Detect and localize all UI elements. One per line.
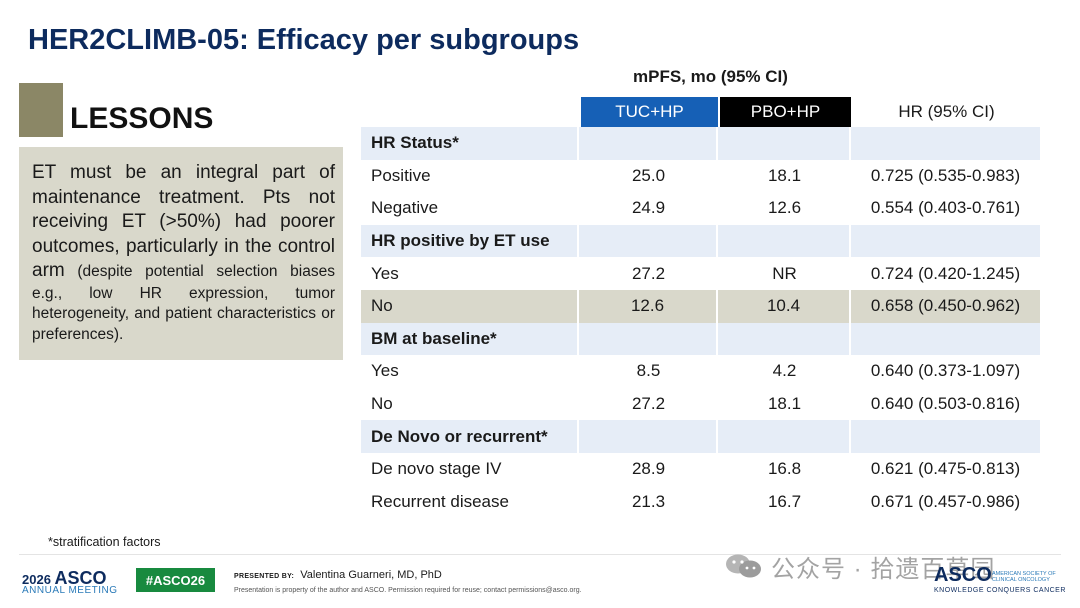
row-label: De Novo or recurrent* (361, 420, 579, 453)
lessons-main-text: ET must be an integral part of maintenan… (32, 162, 335, 281)
row-label: No (361, 289, 579, 323)
hr-value: 0.640 (0.503-0.816) (870, 394, 1021, 414)
meeting-asco: ASCO (54, 568, 107, 588)
tuc-value (579, 322, 718, 356)
hr-value: 0.725 (0.535-0.983) (870, 165, 1021, 185)
pbo-value: 12.6 (767, 198, 802, 218)
pbo-value: 18.1 (767, 165, 802, 185)
presenter-line: PRESENTED BY: Valentina Guarneri, MD, Ph… (234, 569, 442, 581)
footer-divider (19, 554, 1061, 555)
hr-value: 0.554 (0.403-0.761) (870, 198, 1021, 218)
lessons-marker (19, 83, 63, 137)
tuc-value: 28.9 (631, 459, 666, 479)
pbo-value: NR (772, 263, 797, 283)
hashtag-badge: #ASCO26 (136, 568, 215, 592)
pbo-value: 16.7 (767, 491, 802, 511)
row-label: Recurrent disease (371, 491, 509, 511)
tuc-value (579, 224, 718, 258)
asco-tagline: KNOWLEDGE CONQUERS CANCER (934, 587, 1066, 594)
table-row: No 27.2 18.1 0.640 (0.503-0.816) (361, 388, 1040, 421)
hr-value (851, 322, 1040, 356)
row-label: Negative (371, 198, 439, 218)
row-label: HR Status* (361, 127, 579, 160)
hr-value: 0.658 (0.450-0.962) (851, 289, 1040, 323)
tuc-value: 12.6 (579, 289, 718, 323)
hr-value: 0.621 (0.475-0.813) (870, 459, 1021, 479)
pbo-value (718, 322, 851, 356)
hr-value (851, 224, 1040, 258)
table-row: Yes 27.2 NR 0.724 (0.420-1.245) (361, 257, 1040, 290)
row-label: Positive (371, 165, 431, 185)
table-row: Negative 24.9 12.6 0.554 (0.403-0.761) (361, 192, 1040, 225)
table-row: Recurrent disease 21.3 16.7 0.671 (0.457-0.… (361, 486, 1040, 519)
wechat-icon (726, 554, 761, 578)
table-row: No 12.6 10.4 0.658 (0.450-0.962) (361, 289, 1040, 323)
section-row: BM at baseline* (361, 322, 1040, 356)
pbo-value (718, 224, 851, 258)
meeting-label: ANNUAL MEETING (22, 585, 118, 596)
pbo-value (718, 127, 851, 160)
pbo-value: 10.4 (718, 289, 851, 323)
table-header: mPFS, mo (95% CI) (633, 67, 788, 86)
table-row: Positive 25.0 18.1 0.725 (0.535-0.983) (361, 160, 1040, 193)
lessons-small-text: (despite potential selection biases e.g.… (32, 263, 335, 343)
tuc-value: 27.2 (631, 263, 666, 283)
lessons-box: ET must be an integral part of maintenan… (19, 147, 343, 360)
column-header-hr: HR (95% CI) (898, 102, 995, 121)
footnote: *stratification factors (48, 535, 161, 549)
tuc-value: 8.5 (636, 361, 661, 381)
column-header-tuc: TUC+HP (581, 97, 718, 127)
disclaimer: Presentation is property of the author a… (234, 587, 582, 594)
pbo-value: 18.1 (767, 394, 802, 414)
efficacy-table: HR Status* Positive 25.0 18.1 0.725 (0.535-0… (361, 127, 1040, 518)
pbo-value: 4.2 (772, 361, 797, 381)
lessons-heading: LESSONS (70, 102, 214, 135)
presented-by-label: PRESENTED BY: (234, 573, 295, 580)
tuc-value: 25.0 (631, 165, 666, 185)
tuc-value (579, 127, 718, 160)
meeting-year: 2026 (22, 572, 51, 587)
section-row: HR Status* (361, 127, 1040, 160)
row-label: Yes (371, 263, 399, 283)
presenter-name: Valentina Guarneri, MD, PhD (300, 569, 442, 581)
row-label: De novo stage IV (371, 459, 502, 479)
asco-brand-subtitle: AMERICAN SOCIETY OF CLINICAL ONCOLOGY (992, 571, 1056, 583)
tuc-value: 27.2 (631, 394, 666, 414)
slide-title: HER2CLIMB-05: Efficacy per subgroups (28, 24, 580, 56)
hr-value: 0.640 (0.373-1.097) (870, 361, 1021, 381)
tuc-value: 24.9 (631, 198, 666, 218)
watermark-text: 公众号 · 拾遗百草园 (771, 556, 996, 583)
column-header-pbo: PBO+HP (720, 97, 851, 127)
asco-brand-logo: ASCO (934, 564, 992, 586)
table-row: Yes 8.5 4.2 0.640 (0.373-1.097) (361, 355, 1040, 388)
section-row: HR positive by ET use (361, 224, 1040, 258)
hr-value (851, 127, 1040, 160)
row-label: HR positive by ET use (361, 224, 579, 258)
table-row: De novo stage IV 28.9 16.8 0.621 (0.475-0.8… (361, 453, 1040, 486)
hr-value (851, 420, 1040, 453)
meeting-logo: 2026 ASCO (22, 568, 107, 589)
hr-value: 0.671 (0.457-0.986) (870, 491, 1021, 511)
row-label: No (371, 394, 393, 414)
tuc-value (579, 420, 718, 453)
hr-value: 0.724 (0.420-1.245) (870, 263, 1021, 283)
pbo-value (718, 420, 851, 453)
section-row: De Novo or recurrent* (361, 420, 1040, 453)
pbo-value: 16.8 (767, 459, 802, 479)
row-label: Yes (371, 361, 399, 381)
tuc-value: 21.3 (631, 491, 666, 511)
row-label: BM at baseline* (361, 322, 579, 356)
